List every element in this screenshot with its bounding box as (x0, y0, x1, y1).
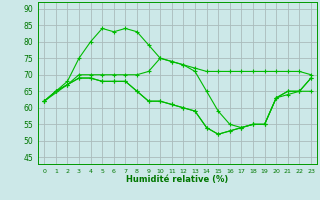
X-axis label: Humidité relative (%): Humidité relative (%) (126, 175, 229, 184)
